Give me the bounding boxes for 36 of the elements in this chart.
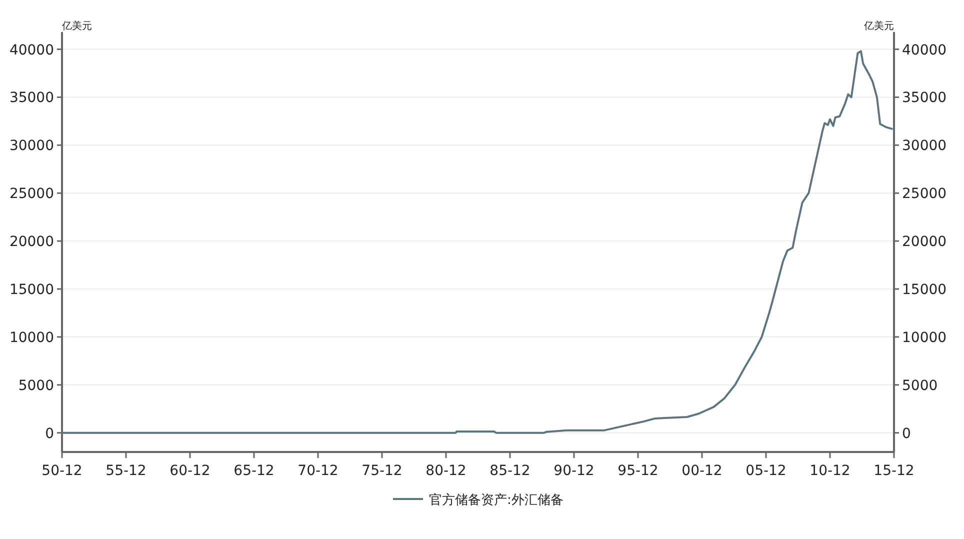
y2-tick-label: 35000 (902, 90, 947, 106)
line-series (61, 50, 893, 434)
x-tick-label: 15-12 (874, 463, 914, 479)
y-tick-label: 0 (45, 426, 54, 442)
x-tick-label: 70-12 (298, 463, 338, 479)
legend-label: 官方储备资产:外汇储备 (429, 492, 564, 508)
y2-tick-label: 20000 (902, 234, 947, 250)
x-tick-label: 10-12 (810, 463, 850, 479)
x-tick-label: 95-12 (618, 463, 658, 479)
x-tick-label: 65-12 (234, 463, 274, 479)
y2-tick-label: 0 (902, 426, 911, 442)
y-tick-label: 15000 (9, 282, 54, 298)
y2-tick-label: 25000 (902, 186, 947, 202)
y2-tick-label: 30000 (902, 138, 947, 154)
y2-tick-label: 15000 (902, 282, 947, 298)
x-tick-label: 00-12 (682, 463, 722, 479)
y2-tick-label: 5000 (902, 378, 938, 394)
y-tick-label: 5000 (18, 378, 54, 394)
y-tick-label: 35000 (9, 90, 54, 106)
y-tick-label: 20000 (9, 234, 54, 250)
x-tick-label: 55-12 (106, 463, 146, 479)
y2-tick-label: 40000 (902, 42, 947, 58)
x-tick-label: 50-12 (42, 463, 82, 479)
y2-tick-label: 10000 (902, 330, 947, 346)
y-tick-label: 40000 (9, 42, 54, 58)
y-tick-label: 10000 (9, 330, 54, 346)
y2-axis-title: 亿美元 (863, 20, 894, 32)
x-tick-label: 60-12 (170, 463, 210, 479)
x-tick-label: 75-12 (362, 463, 402, 479)
x-tick-label: 05-12 (746, 463, 786, 479)
y-axis-title: 亿美元 (61, 20, 92, 32)
x-tick-label: 90-12 (554, 463, 594, 479)
x-tick-label: 85-12 (490, 463, 530, 479)
x-tick-label: 80-12 (426, 463, 466, 479)
y-tick-label: 30000 (9, 138, 54, 154)
y-tick-label: 25000 (9, 186, 54, 202)
